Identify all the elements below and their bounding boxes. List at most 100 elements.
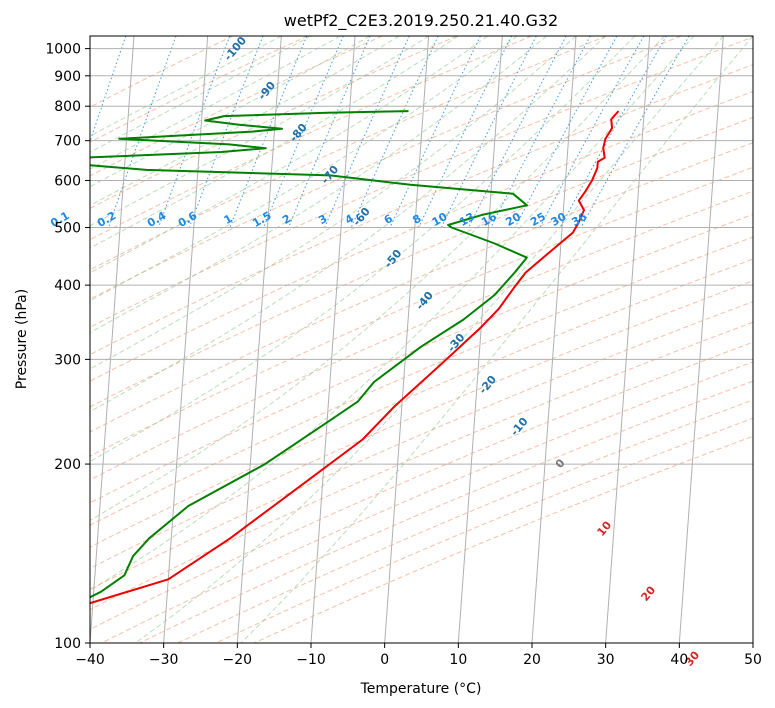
mixing-ratio-line — [539, 36, 645, 228]
isotherm-line — [90, 36, 135, 643]
mixing-ratio-label: 30 — [549, 210, 569, 229]
moist-adiabat-line — [240, 36, 753, 643]
dry-adiabat-line — [90, 36, 383, 177]
dry-adiabat-line — [90, 36, 458, 209]
mixing-ratio-line — [468, 36, 567, 228]
mixing-ratio-line — [559, 36, 667, 228]
y-tick-label: 900 — [54, 69, 81, 85]
isotherm-line — [752, 636, 753, 643]
moist-adiabat-line — [90, 36, 341, 170]
isotherm-line — [236, 36, 282, 643]
y-tick-label: 600 — [54, 173, 81, 189]
y-tick-label: 300 — [54, 352, 81, 368]
temperature-line — [90, 110, 620, 605]
x-tick-label: −30 — [149, 652, 179, 668]
moist-adiabat-line — [90, 36, 312, 153]
mixing-ratio-line — [288, 36, 371, 228]
mixing-ratio-line — [580, 36, 690, 228]
mixing-ratio-line — [490, 36, 591, 228]
dry-adiabat-line — [90, 116, 753, 408]
dry-adiabat-line — [90, 301, 753, 590]
mixing-ratio-line — [324, 36, 410, 228]
x-tick-label: 10 — [449, 652, 467, 668]
background-lines — [90, 36, 753, 643]
isotherm-line — [310, 36, 356, 643]
mixing-ratio-label: 13 — [457, 210, 477, 229]
mixing-ratio-line — [263, 36, 344, 228]
dry-adiabat-line — [90, 190, 753, 481]
x-axis: −40 −30 −20 −10 0 10 20 30 40 50 — [75, 643, 762, 668]
x-tick-label: 20 — [523, 652, 541, 668]
moist-adiabat-line — [90, 36, 400, 207]
dry-adiabat-line — [90, 236, 753, 526]
moist-adiabat-label: 0 — [553, 456, 568, 470]
mixing-ratio-line — [350, 36, 439, 228]
dry-adiabat-line — [90, 64, 753, 356]
sounding-series — [90, 110, 620, 605]
y-tick-label: 100 — [54, 636, 81, 652]
dry-adiabat-label: -90 — [256, 79, 279, 103]
mixing-ratio-label: 8 — [410, 212, 423, 227]
x-tick-label: 40 — [670, 652, 688, 668]
mixing-ratio-label: 3 — [316, 212, 329, 227]
moist-adiabat-line — [90, 36, 665, 521]
moist-adiabat-line — [90, 36, 488, 274]
plot-frame — [89, 35, 754, 644]
dry-adiabat-label: -60 — [350, 205, 373, 229]
y-tick-label: 500 — [54, 221, 81, 237]
mixing-ratio-label: 2 — [280, 212, 293, 227]
x-tick-label: 0 — [380, 652, 389, 668]
moist-adiabat-line — [90, 36, 695, 591]
dry-adiabat-label: -40 — [413, 289, 436, 313]
chart-title: wetPf2_C2E3.2019.250.21.40.G32 — [284, 11, 558, 31]
moist-adiabat-line — [90, 36, 370, 188]
x-tick-label: 30 — [597, 652, 615, 668]
moist-adiabat-line — [90, 36, 547, 334]
mixing-ratio-line — [440, 36, 537, 228]
dry-adiabat-line — [90, 258, 753, 548]
isotherm-line — [531, 36, 577, 643]
x-tick-label: −40 — [75, 652, 105, 668]
dry-adiabat-label: -20 — [476, 373, 499, 397]
dry-adiabat-label: -30 — [445, 331, 468, 355]
dry-adiabat-line — [253, 435, 753, 643]
x-tick-label: −20 — [223, 652, 253, 668]
y-tick-label: 1000 — [45, 42, 81, 58]
moist-adiabat-line — [90, 36, 577, 370]
y-axis-label: Pressure (hPa) — [14, 289, 30, 389]
mixing-ratio-line — [158, 36, 231, 228]
isotherm-line — [605, 36, 651, 643]
x-tick-label: 50 — [744, 652, 762, 668]
mixing-ratio-line — [108, 36, 177, 228]
dewpoint-line — [90, 110, 528, 599]
mixing-ratio-line — [514, 36, 618, 228]
mixing-ratio-label: 20 — [503, 210, 523, 229]
dry-adiabat-line — [90, 142, 753, 433]
moist-adiabat-line — [90, 36, 459, 249]
moist-adiabat-line — [135, 36, 724, 643]
moist-adiabat-line — [90, 36, 429, 227]
moist-adiabat-line — [90, 36, 606, 413]
dry-adiabat-line — [90, 36, 682, 300]
moist-adiabat-label: 10 — [594, 518, 614, 538]
isotherm-line — [678, 36, 724, 643]
mixing-ratio-line — [188, 36, 264, 228]
mixing-ratio-label: 1 — [222, 212, 235, 227]
mixing-ratio-line — [418, 36, 512, 228]
dry-adiabat-line — [101, 361, 753, 643]
dry-adiabat-line — [90, 36, 308, 143]
dry-adiabat-line — [90, 321, 753, 611]
dry-adiabat-line — [90, 213, 753, 504]
x-tick-label: −10 — [296, 652, 326, 668]
dry-adiabat-line — [90, 36, 532, 241]
dry-adiabat-line — [90, 36, 753, 328]
isotherm-line — [384, 36, 430, 643]
dry-adiabat-label: -10 — [508, 415, 531, 439]
mixing-ratio-line — [90, 36, 127, 144]
mixing-ratio-label: 10 — [430, 210, 450, 229]
dry-adiabat-line — [90, 341, 753, 631]
y-tick-label: 200 — [54, 457, 81, 473]
moist-adiabat-label: 20 — [638, 583, 658, 603]
line-labels: -100-90-80-70-60-50-40-30-20-10010203040… — [48, 34, 702, 669]
